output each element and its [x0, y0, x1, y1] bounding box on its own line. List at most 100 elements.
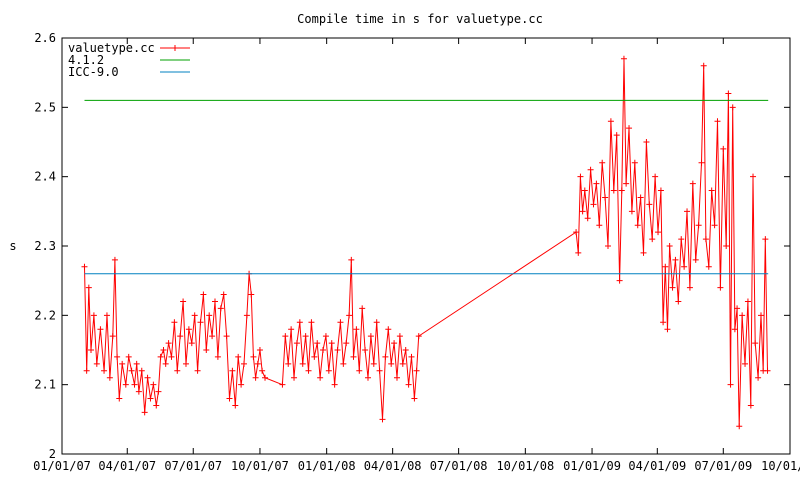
data-point [618, 187, 625, 194]
data-point [590, 201, 597, 208]
data-point [727, 381, 734, 388]
data-point [686, 284, 693, 291]
data-point [122, 381, 129, 388]
data-point [373, 319, 380, 326]
x-tick-label: 01/01/07 [33, 459, 91, 473]
data-point [200, 291, 207, 298]
data-point [235, 353, 242, 360]
data-point [243, 312, 250, 319]
data-point [626, 125, 633, 132]
chart-title: Compile time in s for valuetype.cc [297, 12, 543, 26]
data-point [399, 360, 406, 367]
x-tick-label: 07/01/09 [694, 459, 752, 473]
data-point [288, 326, 295, 333]
data-point [402, 347, 409, 353]
data-point [177, 333, 184, 340]
data-point [88, 347, 95, 353]
data-point [678, 236, 685, 243]
x-tick-label: 10/01/09 [761, 459, 800, 473]
data-point [616, 277, 623, 284]
data-point [111, 256, 118, 263]
data-point [744, 298, 751, 305]
data-point [723, 243, 730, 249]
data-point [382, 353, 389, 360]
data-point [702, 236, 709, 243]
data-point [631, 159, 638, 166]
data-point [217, 305, 224, 312]
data-point [296, 319, 303, 326]
data-point [85, 284, 92, 291]
data-point [188, 340, 195, 347]
data-point [223, 333, 230, 340]
data-point [211, 298, 218, 305]
data-point [747, 402, 754, 409]
x-tick-label: 10/01/08 [496, 459, 554, 473]
data-point [664, 326, 671, 333]
data-point [657, 187, 664, 194]
data-point [168, 353, 175, 360]
data-point [293, 340, 300, 347]
data-point [613, 132, 620, 139]
data-point [376, 367, 383, 374]
data-point [610, 187, 617, 194]
data-point [729, 104, 736, 111]
data-point [573, 229, 580, 236]
data-point [698, 159, 705, 166]
data-point [138, 367, 145, 374]
data-point [141, 409, 148, 416]
data-point [155, 388, 162, 395]
data-point [322, 333, 329, 340]
data-point [714, 118, 721, 125]
data-point [362, 347, 369, 353]
data-point [328, 340, 335, 347]
data-point [379, 416, 386, 423]
data-point [248, 291, 255, 298]
y-tick-label: 2.3 [34, 239, 56, 253]
data-point [348, 256, 355, 263]
data-point [367, 333, 374, 340]
data-point [689, 180, 696, 187]
data-point [587, 166, 594, 173]
data-point [197, 319, 204, 326]
data-point [643, 139, 650, 145]
data-point [584, 215, 591, 222]
data-point [153, 402, 160, 409]
legend-label: ICC-9.0 [68, 65, 119, 79]
y-tick-label: 2.6 [34, 31, 56, 45]
data-point [232, 402, 239, 409]
data-point [119, 360, 126, 367]
plot-area [81, 55, 771, 430]
data-point [408, 353, 415, 360]
data-point [114, 353, 121, 360]
data-point [147, 395, 154, 402]
x-axis: 01/01/07 04/01/07 07/01/07 10/01/07 01/01/08… [33, 38, 800, 473]
data-point [593, 180, 600, 187]
data-point [346, 312, 353, 319]
data-point [736, 423, 743, 430]
data-point [705, 263, 712, 270]
data-point [305, 367, 312, 374]
data-point [652, 173, 659, 180]
data-point [135, 388, 142, 395]
legend-label: 4.1.2 [68, 53, 104, 67]
data-point [750, 173, 757, 180]
data-point [259, 367, 266, 374]
data-point [320, 347, 327, 353]
data-point [370, 360, 377, 367]
data-point [708, 187, 715, 194]
data-point [640, 249, 647, 256]
x-tick-label: 01/01/09 [563, 459, 621, 473]
x-tick-label: 04/01/08 [364, 459, 422, 473]
data-point [93, 360, 100, 367]
data-point [755, 374, 762, 381]
y-tick-label: 2 [49, 447, 56, 461]
data-point [194, 367, 201, 374]
data-point [620, 55, 627, 62]
data-point [637, 194, 644, 201]
x-tick-label: 10/01/07 [231, 459, 289, 473]
data-point [356, 367, 363, 374]
data-point [602, 194, 609, 201]
data-point [165, 340, 172, 347]
data-point [337, 319, 344, 326]
data-point [700, 62, 707, 69]
